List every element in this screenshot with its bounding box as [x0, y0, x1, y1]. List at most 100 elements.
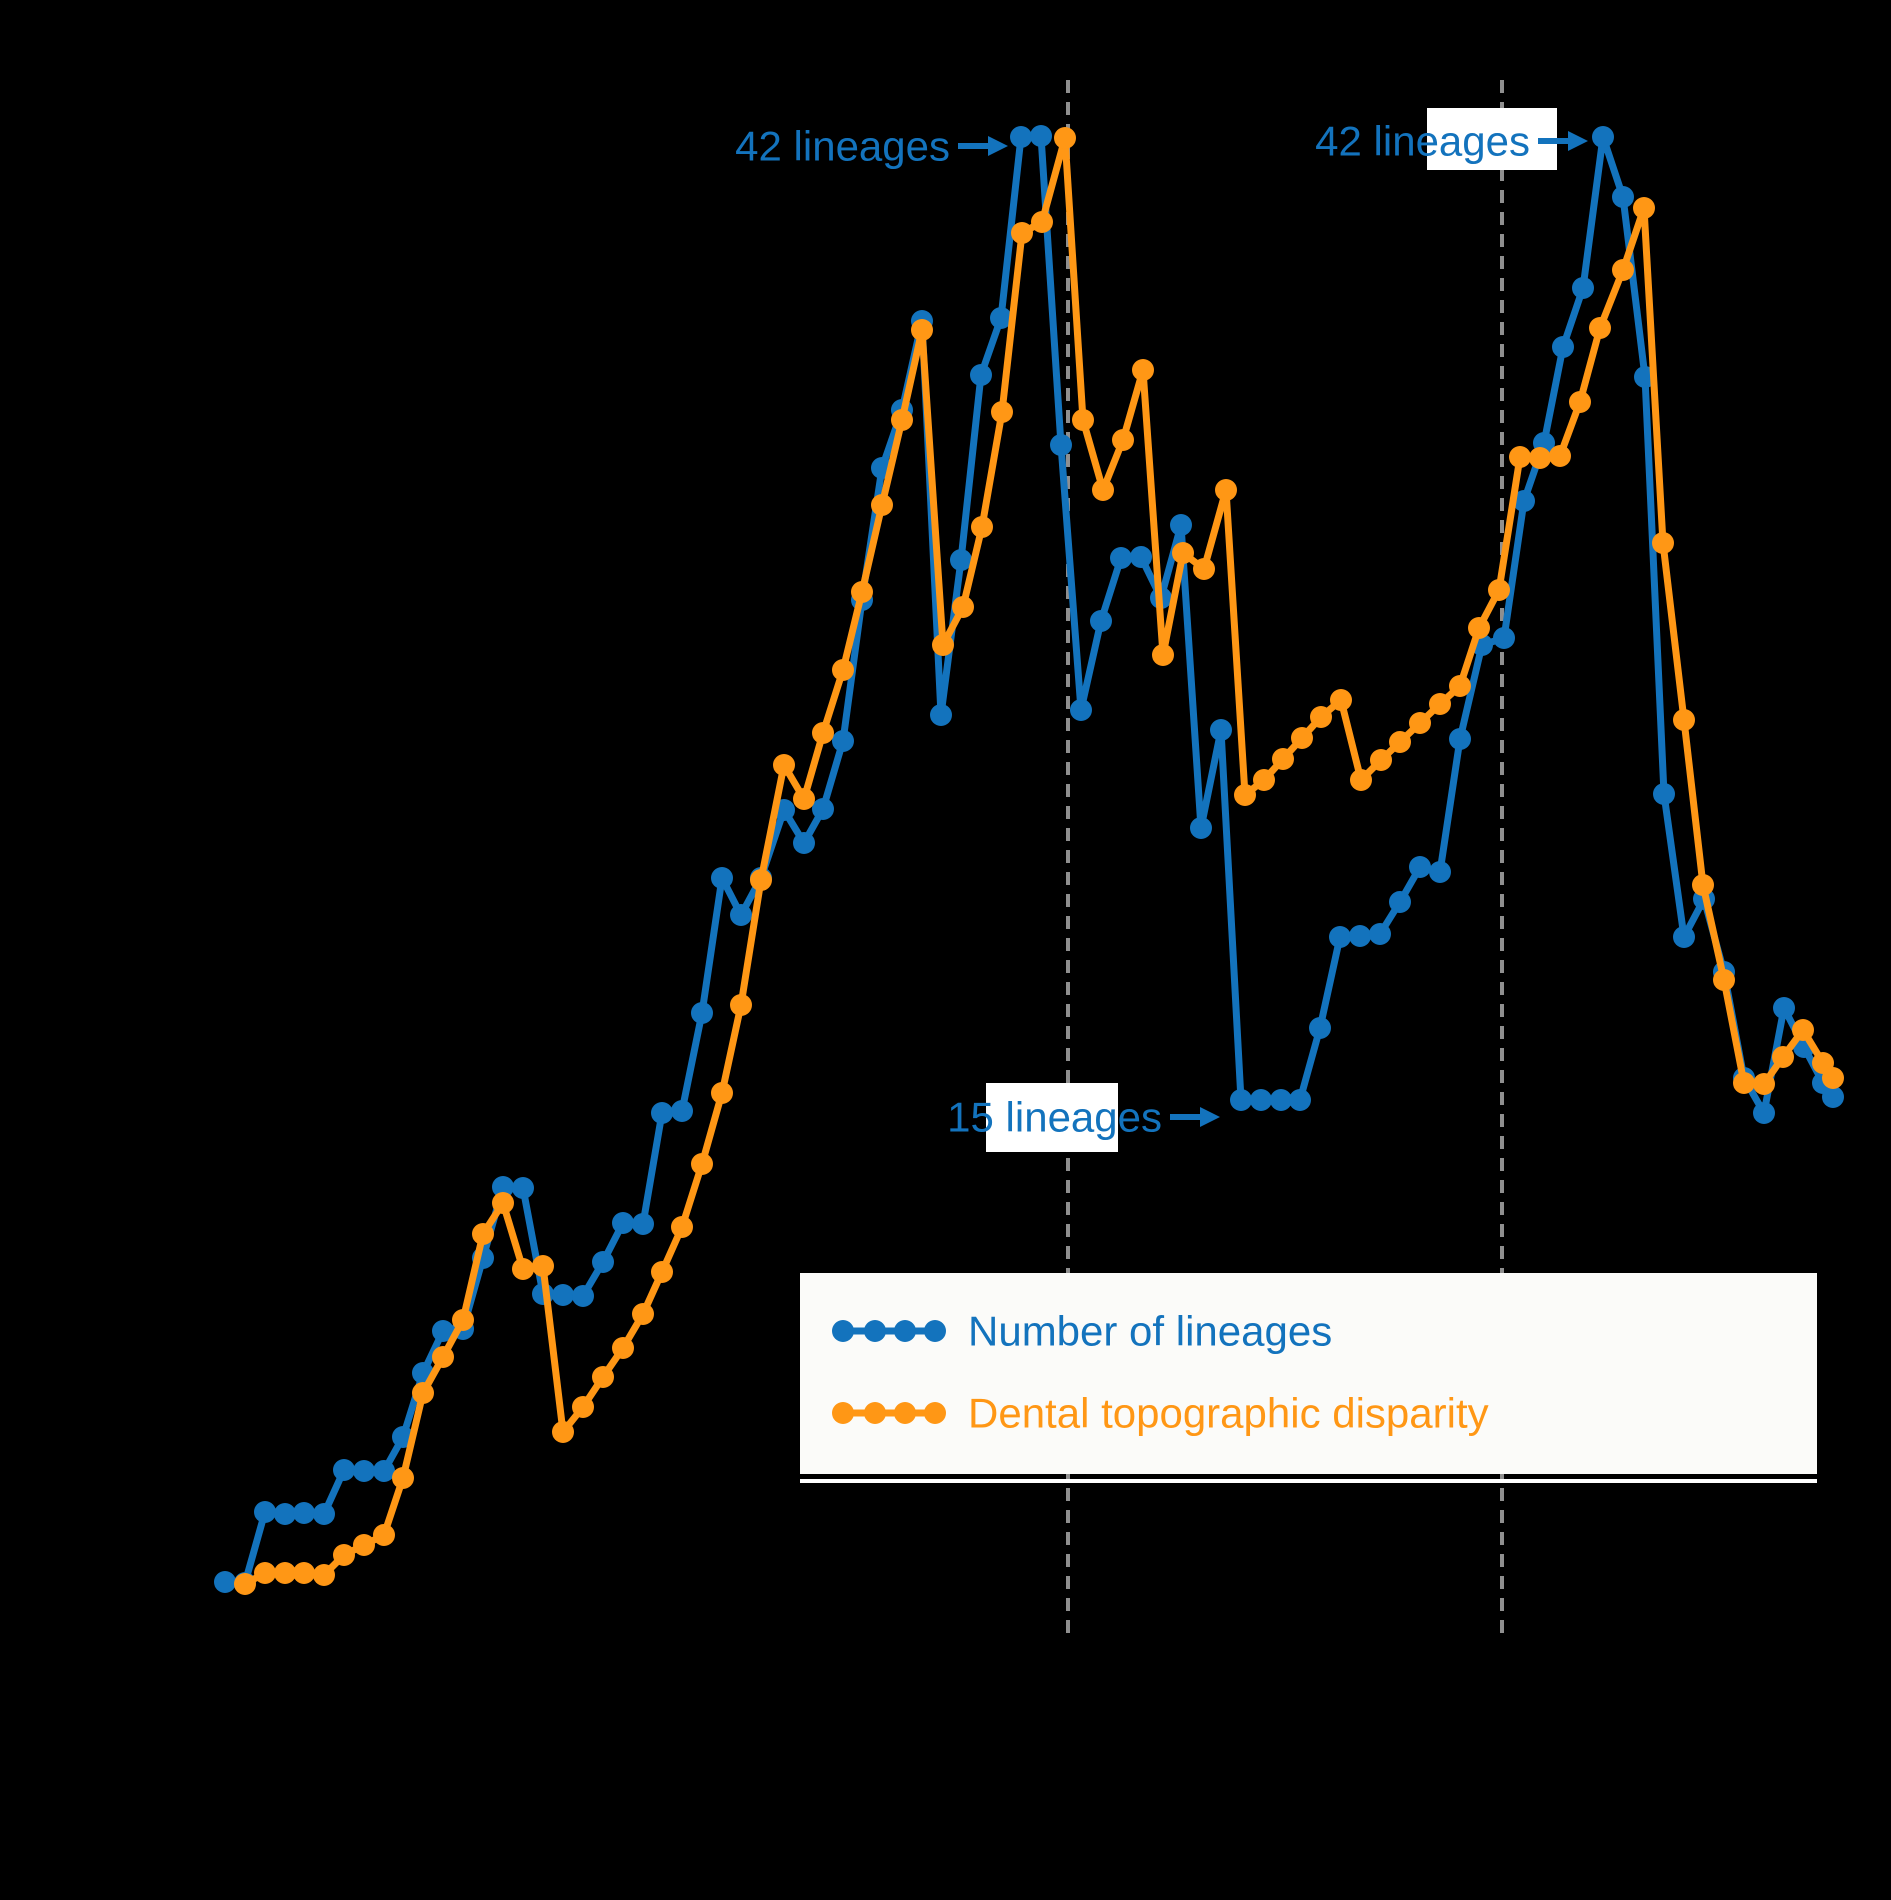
series-disparity-marker	[1291, 727, 1313, 749]
series-lineages-marker	[254, 1501, 276, 1523]
series-lineages-marker	[1653, 783, 1675, 805]
legend: Number of lineages Dental topographic dis…	[800, 1273, 1817, 1483]
series-lineages-marker	[812, 798, 834, 820]
series-disparity-marker	[492, 1192, 514, 1214]
series-lineages-marker	[832, 730, 854, 752]
series-lineages-marker	[1329, 926, 1351, 948]
series-lineages-marker	[1250, 1089, 1272, 1111]
annotation-arrow-head-15-lineages	[1200, 1107, 1220, 1127]
series-disparity-marker	[234, 1573, 256, 1595]
series-lineages-marker	[1210, 719, 1232, 741]
series-disparity-marker	[313, 1564, 335, 1586]
series-disparity-marker	[1673, 709, 1695, 731]
series-lineages-marker	[353, 1460, 375, 1482]
series-disparity-marker	[871, 494, 893, 516]
series-disparity-marker	[851, 581, 873, 603]
series-disparity-marker	[1072, 409, 1094, 431]
legend-item-disparity: Dental topographic disparity	[832, 1390, 1489, 1437]
legend-sample-marker-lineages	[894, 1320, 916, 1342]
legend-label-disparity: Dental topographic disparity	[968, 1390, 1489, 1437]
series-disparity-marker	[691, 1153, 713, 1175]
series-disparity-marker	[1011, 222, 1033, 244]
series-lineages-marker	[1289, 1089, 1311, 1111]
legend-sample-marker-disparity	[832, 1402, 854, 1424]
series-disparity-marker	[1633, 197, 1655, 219]
series-disparity-marker	[274, 1562, 296, 1584]
series-disparity-marker	[353, 1534, 375, 1556]
series-disparity-marker	[1350, 769, 1372, 791]
series-lineages-marker	[1572, 277, 1594, 299]
series-lineages-marker	[1773, 997, 1795, 1019]
series-disparity-marker	[1031, 211, 1053, 233]
series-disparity-marker	[812, 722, 834, 744]
series-lineages-marker	[930, 704, 952, 726]
series-lineages-marker	[950, 549, 972, 571]
series-lineages-marker	[1552, 336, 1574, 358]
series-disparity-marker	[1733, 1072, 1755, 1094]
series-disparity-marker	[293, 1562, 315, 1584]
series-disparity-marker	[1092, 479, 1114, 501]
series-disparity-marker	[1389, 731, 1411, 753]
series-disparity-marker	[991, 401, 1013, 423]
series-disparity-marker	[1692, 874, 1714, 896]
legend-box	[800, 1273, 1817, 1474]
series-lineages-marker	[990, 307, 1012, 329]
series-disparity-marker	[1488, 579, 1510, 601]
series-lineages-marker	[970, 364, 992, 386]
series-lineages-marker	[793, 832, 815, 854]
annotation-box-42-lineages-second	[1427, 108, 1557, 170]
series-lineages-marker	[730, 904, 752, 926]
series-disparity-marker	[1468, 617, 1490, 639]
annotation-arrow-head-42-lineages-first	[988, 136, 1008, 156]
series-disparity	[234, 127, 1844, 1595]
series-lineages-marker	[373, 1460, 395, 1482]
series-disparity-marker	[1589, 317, 1611, 339]
series-lineages-marker	[1673, 926, 1695, 948]
series-disparity-marker	[773, 754, 795, 776]
series-disparity-marker	[730, 994, 752, 1016]
series-lineages-marker	[274, 1503, 296, 1525]
series-disparity-marker	[671, 1216, 693, 1238]
series-lineages-marker	[1230, 1089, 1252, 1111]
series-disparity-marker	[1370, 749, 1392, 771]
legend-sample-marker-lineages	[864, 1320, 886, 1342]
series-lineages-marker	[1070, 699, 1092, 721]
series-disparity-marker	[1509, 446, 1531, 468]
series-lineages-marker	[1050, 434, 1072, 456]
series-disparity-marker	[373, 1524, 395, 1546]
series-disparity-marker	[750, 869, 772, 891]
series-disparity-marker	[532, 1255, 554, 1277]
series-disparity-marker	[333, 1544, 355, 1566]
legend-sample-marker-lineages	[832, 1320, 854, 1342]
annotation-arrow-head-42-lineages-second	[1568, 131, 1588, 151]
annotation-text-15-lineages: 15 lineages	[947, 1094, 1162, 1141]
annotation-42-lineages-first: 42 lineages	[735, 123, 1008, 170]
series-disparity-marker	[1449, 675, 1471, 697]
series-lineages-marker	[1612, 186, 1634, 208]
series-disparity-marker	[254, 1562, 276, 1584]
series-disparity-marker	[412, 1382, 434, 1404]
series-lineages-marker	[313, 1503, 335, 1525]
series-lineages-marker	[1090, 610, 1112, 632]
series-lineages-marker	[612, 1212, 634, 1234]
series-disparity-marker	[472, 1223, 494, 1245]
series-disparity-marker	[1409, 712, 1431, 734]
series-disparity-marker	[1753, 1073, 1775, 1095]
series-lineages-marker	[1449, 728, 1471, 750]
series-lineages-marker	[1513, 490, 1535, 512]
series-lineages-marker	[1170, 514, 1192, 536]
series-disparity-marker	[1172, 542, 1194, 564]
series-lineages-marker	[512, 1177, 534, 1199]
legend-sample-marker-lineages	[924, 1320, 946, 1342]
series-disparity-marker	[1612, 259, 1634, 281]
series-lineages-marker	[671, 1100, 693, 1122]
series-lineages-marker	[1130, 546, 1152, 568]
series-disparity-marker	[432, 1346, 454, 1368]
legend-label-lineages: Number of lineages	[968, 1308, 1332, 1355]
series-disparity-marker	[612, 1337, 634, 1359]
series-lineages-marker	[333, 1459, 355, 1481]
series-disparity-marker	[911, 319, 933, 341]
series-disparity-marker	[1772, 1046, 1794, 1068]
series-disparity-marker	[1549, 445, 1571, 467]
series-lineages-marker	[552, 1284, 574, 1306]
